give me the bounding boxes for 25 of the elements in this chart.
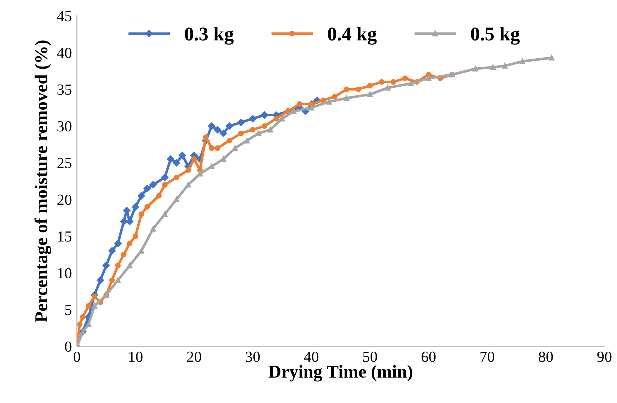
x-tick-label: 30 xyxy=(246,352,260,362)
x-tick-label: 10 xyxy=(129,352,143,362)
y-tick-label: 10 xyxy=(58,268,72,279)
x-tick-label: 0 xyxy=(74,352,80,362)
y-tick-label: 15 xyxy=(58,232,72,242)
x-tick-label: 80 xyxy=(538,352,554,362)
x-tick-label: 70 xyxy=(480,352,494,362)
y-tick-label: 40 xyxy=(57,48,72,58)
y-tick-label: 30 xyxy=(58,121,72,132)
x-tick-label: 90 xyxy=(598,352,612,362)
x-tick-label: 40 xyxy=(304,352,319,362)
y-tick-label: 20 xyxy=(58,194,72,206)
legend-label: 0.3 kg xyxy=(185,27,234,45)
legend-label: 0.5 kg xyxy=(471,27,520,45)
x-tick-label: 60 xyxy=(422,352,436,362)
x-tick-label: 20 xyxy=(187,352,202,362)
x-axis-title: Drying Time (min) xyxy=(268,365,412,382)
legend-label: 0.4 kg xyxy=(328,27,377,45)
x-tick-label: 50 xyxy=(363,352,378,362)
y-tick-label: 0 xyxy=(65,342,72,352)
y-tick-label: 25 xyxy=(58,158,72,168)
y-tick-label: 45 xyxy=(57,11,72,22)
y-tick-label: 35 xyxy=(58,84,72,96)
y-axis-title: Percentage of moisture removed (%) xyxy=(34,40,52,322)
y-tick-label: 5 xyxy=(66,305,72,316)
